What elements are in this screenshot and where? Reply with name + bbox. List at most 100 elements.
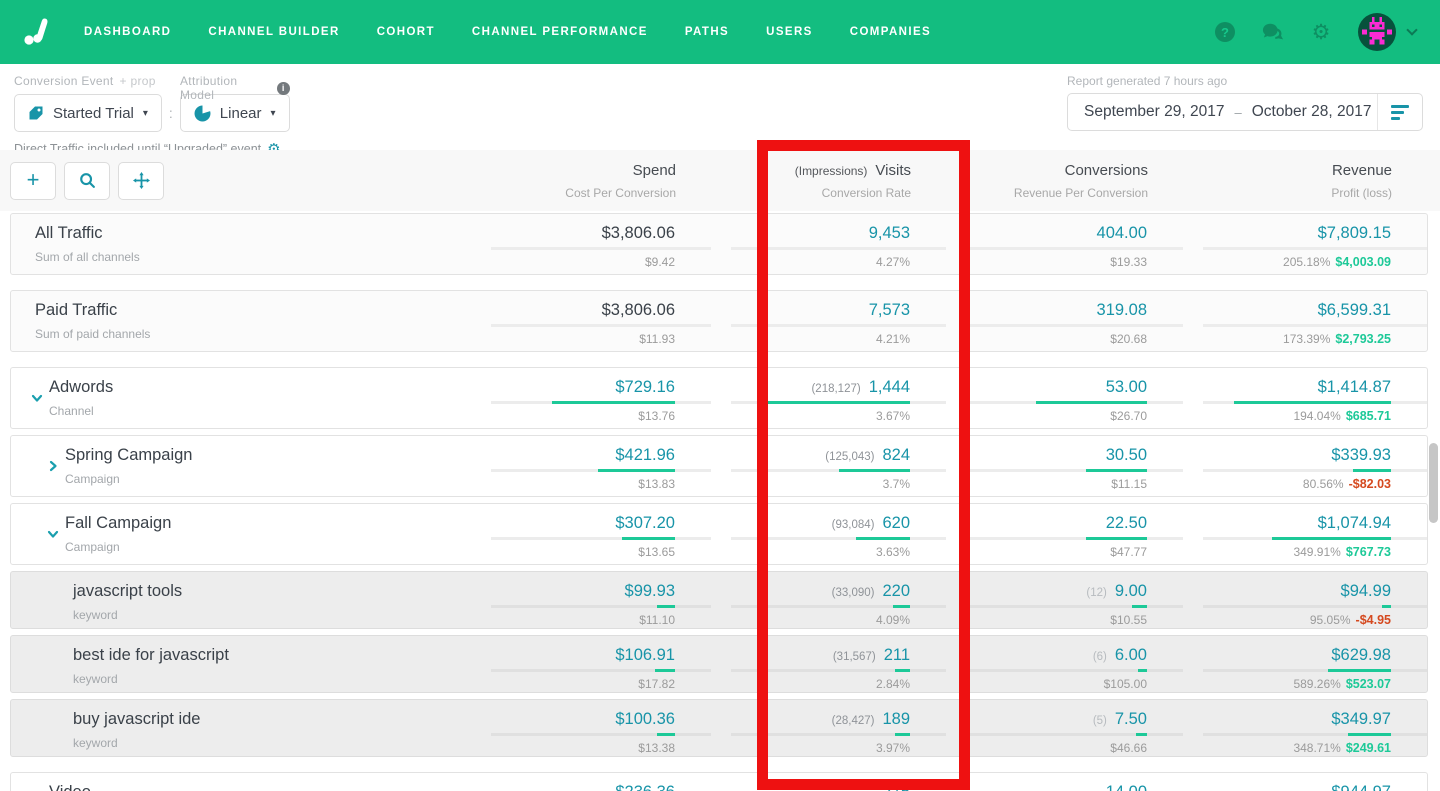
cell-subvalue-conv_rate: 3.67%: [875, 409, 910, 423]
value-bar-track: [966, 247, 1183, 250]
row-type: Sum of all channels: [35, 250, 140, 264]
value-bar-fill: [1131, 605, 1147, 608]
table-row[interactable]: Paid Traffic Sum of paid channels $3,806.0…: [10, 290, 1428, 352]
chevron-right-icon[interactable]: [47, 459, 59, 472]
cell-subvalue-rpc: $11.15: [1111, 477, 1147, 491]
value-bar-fill: [622, 537, 675, 540]
date-start: September 29, 2017: [1084, 103, 1225, 120]
cell-value-conversions: 7.50: [1114, 710, 1147, 728]
nav-item-channel-performance[interactable]: CHANNEL PERFORMANCE: [471, 26, 648, 38]
cell-subvalue-rpc: $19.33: [1110, 255, 1147, 269]
cell-subvalue-cpc: $11.93: [639, 332, 675, 346]
value-bar-track: [1203, 469, 1427, 472]
row-type: keyword: [73, 736, 118, 750]
value-bar-track: [731, 247, 946, 250]
cell-value-revenue: $349.97: [1331, 710, 1391, 728]
cell-value-conversions: 319.08: [1096, 301, 1147, 319]
attribution-model-value: Linear: [219, 104, 262, 122]
scrollbar-thumb[interactable]: [1429, 443, 1438, 523]
row-type: keyword: [73, 608, 118, 622]
table-row[interactable]: Fall Campaign Campaign $307.20 $13.65 (93,08…: [10, 503, 1428, 565]
date-range-picker[interactable]: September 29, 2017 – October 28, 2017: [1067, 93, 1423, 131]
profit-percent: 95.05%: [1309, 613, 1351, 627]
avatar[interactable]: [1358, 13, 1396, 51]
value-bar-fill: [1352, 469, 1391, 472]
nav-item-channel-builder[interactable]: CHANNEL BUILDER: [208, 26, 340, 38]
col-subheader-profit: Profit (loss): [1331, 185, 1392, 200]
chevron-down-icon[interactable]: [47, 527, 59, 539]
search-button[interactable]: [64, 161, 110, 200]
nav-item-dashboard[interactable]: DASHBOARD: [84, 26, 172, 38]
cell-subvalue-cpc: $9.42: [644, 255, 675, 269]
table-row[interactable]: best ide for javascript keyword $106.91 $17…: [10, 635, 1428, 693]
value-bar-track: [731, 469, 946, 472]
row-type: keyword: [73, 672, 118, 686]
col-header-visits: Visits: [875, 161, 911, 179]
value-bar-track: [1203, 537, 1427, 540]
value-bar-track: [491, 605, 711, 608]
filters-right: Report generated 7 hours ago September 2…: [1067, 74, 1423, 131]
cell-subvalue-conv_rate: 3.97%: [875, 741, 910, 755]
info-icon[interactable]: i: [276, 81, 290, 95]
cell-value-spend: $106.91: [615, 646, 675, 664]
col-header-spend: Spend: [632, 161, 676, 179]
table-row[interactable]: VideoChannel$236.3627514.00$944.97: [10, 772, 1428, 791]
cell-value-revenue: $339.93: [1331, 446, 1391, 464]
profit-value: $4,003.09: [1335, 255, 1391, 269]
conversion-event-select[interactable]: Started Trial ▾: [14, 94, 162, 132]
nav-item-paths[interactable]: PATHS: [684, 26, 730, 38]
move-button[interactable]: [118, 161, 164, 200]
cell-subvalue-cpc: $11.10: [639, 613, 675, 627]
table-row[interactable]: buy javascript ide keyword $100.36 $13.38 (2…: [10, 699, 1428, 757]
attribution-model-select[interactable]: Linear ▾: [179, 94, 290, 132]
report-options-icon[interactable]: [1378, 104, 1422, 120]
help-icon[interactable]: ?: [1214, 21, 1236, 43]
profit-value: -$82.03: [1348, 477, 1391, 491]
cell-value-conversions: 22.50: [1105, 514, 1147, 532]
value-bar-track: [966, 537, 1183, 540]
add-button[interactable]: +: [10, 161, 56, 200]
performance-table: All Traffic Sum of all channels $3,806.06 $…: [10, 213, 1428, 791]
chevron-down-icon[interactable]: [31, 391, 43, 403]
cell-value-revenue: $6,599.31: [1317, 301, 1391, 319]
col-header-conversions: Conversions: [1064, 161, 1148, 179]
toolbar: +: [10, 161, 472, 200]
chevron-down-icon[interactable]: [1406, 24, 1418, 36]
row-type: Campaign: [65, 540, 120, 554]
nav-item-cohort[interactable]: COHORT: [376, 26, 435, 38]
cell-value-conversions: 30.50: [1105, 446, 1147, 464]
gear-icon[interactable]: ⚙: [1311, 20, 1331, 44]
chat-icon[interactable]: [1262, 21, 1284, 43]
cell-subvalue-conv_rate: 4.21%: [875, 332, 910, 346]
prop-label[interactable]: + prop: [119, 74, 156, 88]
row-title: Video: [49, 783, 471, 791]
value-bar-fill: [657, 733, 675, 736]
cell-value-visits: 220: [882, 582, 910, 600]
attribution-logo[interactable]: [20, 15, 54, 49]
value-bar-track: [731, 324, 946, 327]
profit-value: $685.71: [1345, 409, 1391, 423]
value-bar-fill: [657, 605, 675, 608]
filters-left: Conversion Event + prop Attribution Model…: [14, 74, 290, 158]
table-row[interactable]: javascript tools keyword $99.93 $11.10 (33,0…: [10, 571, 1428, 629]
table-row[interactable]: Spring Campaign Campaign $421.96 $13.83 (125…: [10, 435, 1428, 497]
value-bar-track: [731, 733, 946, 736]
value-bar-fill: [892, 605, 910, 608]
nav-item-users[interactable]: USERS: [766, 26, 813, 38]
value-bar-fill: [1138, 669, 1147, 672]
conversion-count: (5): [1092, 715, 1107, 727]
conversion-count: (6): [1092, 651, 1107, 663]
value-bar-fill: [1036, 401, 1147, 404]
table-row[interactable]: Adwords Channel $729.16 $13.76 (218,127) 1,44…: [10, 367, 1428, 429]
attribution-model-label: Attribution Model: [180, 74, 238, 102]
table-row[interactable]: All Traffic Sum of all channels $3,806.06 $…: [10, 213, 1428, 275]
cell-value-visits: 211: [883, 646, 910, 664]
value-bar-track: [1203, 669, 1427, 672]
value-bar-track: [966, 733, 1183, 736]
profit-percent: 205.18%: [1283, 255, 1331, 269]
value-bar-fill: [598, 469, 675, 472]
profit-percent: 80.56%: [1302, 477, 1344, 491]
impressions-count: (28,427): [831, 715, 875, 727]
cell-value-revenue: $1,074.94: [1317, 514, 1391, 532]
nav-item-companies[interactable]: COMPANIES: [849, 26, 932, 38]
